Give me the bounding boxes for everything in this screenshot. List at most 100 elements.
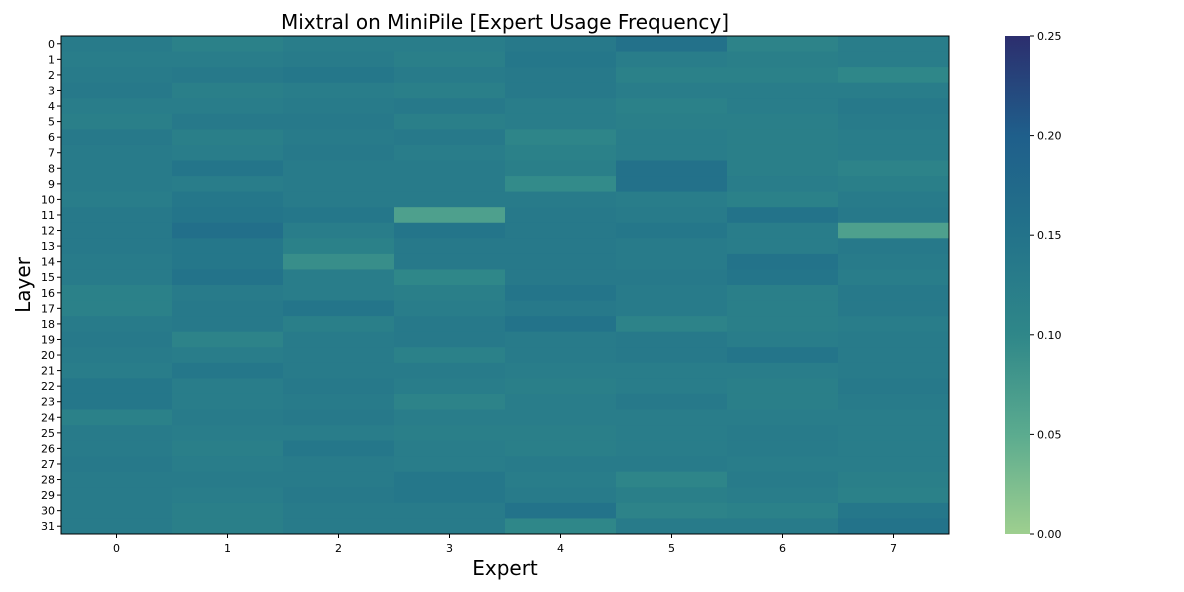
- heatmap-cell: [172, 285, 284, 302]
- heatmap-cell: [838, 440, 950, 457]
- heatmap-cell: [616, 207, 728, 224]
- heatmap-cell: [505, 331, 617, 348]
- heatmap-cell: [61, 36, 173, 53]
- heatmap-cell: [727, 316, 839, 333]
- y-tick-label: 28: [41, 474, 55, 487]
- heatmap-cell: [172, 67, 284, 84]
- colorbar-tick-label: 0.00: [1037, 528, 1062, 541]
- heatmap-cell: [61, 409, 173, 426]
- heatmap-cell: [394, 393, 506, 410]
- heatmap-cell: [172, 113, 284, 130]
- heatmap-cell: [616, 238, 728, 255]
- y-tick-label: 1: [48, 53, 55, 66]
- heatmap-cell: [61, 502, 173, 519]
- heatmap-cell: [727, 82, 839, 99]
- x-tick-label: 0: [113, 542, 120, 555]
- heatmap-cell: [616, 253, 728, 270]
- heatmap-cell: [172, 331, 284, 348]
- heatmap-cell: [394, 409, 506, 426]
- y-axis-label: Layer: [11, 256, 35, 313]
- colorbar-tick-label: 0.10: [1037, 329, 1062, 342]
- heatmap-cell: [394, 67, 506, 84]
- heatmap-cell: [394, 82, 506, 99]
- heatmap-cell: [172, 300, 284, 317]
- heatmap-cell: [283, 409, 395, 426]
- heatmap-cell: [838, 191, 950, 208]
- y-tick-label: 13: [41, 240, 55, 253]
- heatmap-cell: [727, 253, 839, 270]
- heatmap-cell: [172, 238, 284, 255]
- heatmap-cell: [727, 331, 839, 348]
- heatmap-cell: [283, 129, 395, 146]
- y-tick-label: 26: [41, 442, 55, 455]
- heatmap-cell: [616, 176, 728, 193]
- heatmap-cell: [727, 487, 839, 504]
- heatmap-cell: [61, 67, 173, 84]
- heatmap-cell: [505, 207, 617, 224]
- heatmap-cell: [505, 393, 617, 410]
- chart-title: Mixtral on MiniPile [Expert Usage Freque…: [281, 10, 729, 34]
- heatmap-cell: [505, 98, 617, 115]
- y-tick-label: 15: [41, 271, 55, 284]
- heatmap-cell: [727, 98, 839, 115]
- heatmap-cell: [616, 129, 728, 146]
- heatmap-cell: [616, 440, 728, 457]
- heatmap-cell: [283, 502, 395, 519]
- heatmap-cell: [61, 191, 173, 208]
- y-tick-label: 2: [48, 69, 55, 82]
- heatmap-cell: [616, 331, 728, 348]
- heatmap-cell: [838, 331, 950, 348]
- y-tick-label: 3: [48, 84, 55, 97]
- heatmap-cell: [172, 471, 284, 488]
- heatmap-cell: [283, 285, 395, 302]
- heatmap-cell: [838, 269, 950, 286]
- heatmap-cell: [505, 440, 617, 457]
- heatmap-cell: [394, 191, 506, 208]
- heatmap-cell: [616, 362, 728, 379]
- heatmap-cell: [505, 36, 617, 53]
- heatmap-cell: [505, 456, 617, 473]
- heatmap-cell: [616, 191, 728, 208]
- heatmap-cell: [727, 425, 839, 442]
- heatmap-cell: [61, 285, 173, 302]
- heatmap-cell: [727, 144, 839, 161]
- y-tick-label: 16: [41, 287, 55, 300]
- heatmap-cell: [394, 471, 506, 488]
- heatmap-cell: [172, 347, 284, 364]
- heatmap-cell: [838, 113, 950, 130]
- heatmap-cell: [838, 316, 950, 333]
- heatmap-cell: [394, 160, 506, 177]
- heatmap-cell: [61, 300, 173, 317]
- heatmap-cell: [616, 269, 728, 286]
- y-tick-label: 23: [41, 396, 55, 409]
- y-tick-label: 14: [41, 256, 55, 269]
- heatmap-cell: [61, 440, 173, 457]
- heatmap-cell: [838, 238, 950, 255]
- heatmap-cell: [727, 36, 839, 53]
- heatmap-cell: [616, 316, 728, 333]
- heatmap-cell: [394, 222, 506, 239]
- heatmap-cell: [838, 207, 950, 224]
- heatmap-cell: [727, 347, 839, 364]
- heatmap-cell: [283, 471, 395, 488]
- heatmap-cell: [283, 176, 395, 193]
- y-tick-label: 7: [48, 147, 55, 160]
- heatmap-cell: [838, 253, 950, 270]
- heatmap-cell: [394, 285, 506, 302]
- heatmap-cell: [394, 425, 506, 442]
- colorbar-tick-label: 0.20: [1037, 130, 1062, 143]
- heatmap-cell: [394, 269, 506, 286]
- heatmap-cell: [283, 316, 395, 333]
- heatmap-cell: [394, 129, 506, 146]
- heatmap-cell: [505, 67, 617, 84]
- x-tick-labels: 0 1 2 3 4 5 6 7: [113, 534, 897, 555]
- heatmap-cell: [61, 316, 173, 333]
- heatmap-cell: [838, 82, 950, 99]
- colorbar-tick-label: 0.25: [1037, 30, 1062, 43]
- heatmap-cell: [172, 487, 284, 504]
- heatmap-cell: [727, 518, 839, 535]
- heatmap-cell: [283, 300, 395, 317]
- heatmap-cell: [283, 331, 395, 348]
- heatmap-cell: [505, 222, 617, 239]
